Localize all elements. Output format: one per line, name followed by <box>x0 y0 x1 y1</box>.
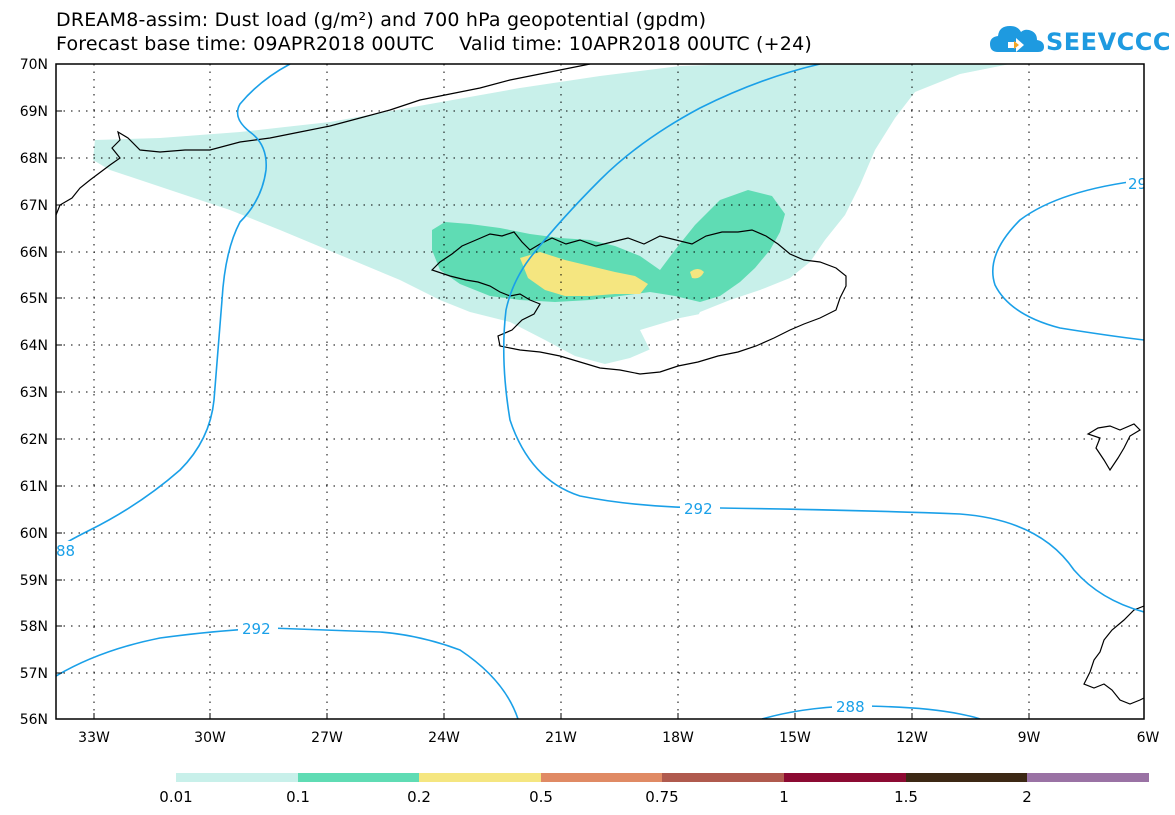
lat-label: 66N <box>20 245 48 261</box>
lon-label: 6W <box>1137 730 1160 746</box>
contour-label-288: 288 <box>836 698 865 716</box>
colorbar <box>176 773 1149 782</box>
colorbar-labels: 0.01 0.1 0.2 0.5 0.75 1 1.5 2 <box>159 788 1031 806</box>
map-subtitle: Forecast base time: 09APR2018 00UTC Vali… <box>56 33 812 55</box>
lon-label: 12W <box>896 730 928 746</box>
contour-label-292-a: 292 <box>684 500 713 518</box>
lon-label: 15W <box>779 730 811 746</box>
tick-marks <box>56 63 1145 720</box>
colorbar-label: 2 <box>1022 788 1032 806</box>
contour-label-29: 29 <box>1128 175 1147 193</box>
lat-label: 63N <box>20 385 48 401</box>
contour-labels: 292 292 288 88 29 <box>56 174 1147 716</box>
colorbar-swatch <box>906 773 1027 782</box>
dust-area-0.2 <box>520 252 648 296</box>
colorbar-swatch <box>541 773 662 782</box>
lat-label: 61N <box>20 479 48 495</box>
lon-label: 21W <box>545 730 577 746</box>
lat-label: 65N <box>20 291 48 307</box>
iceland-coast <box>430 229 847 375</box>
colorbar-label: 0.01 <box>159 788 192 806</box>
lon-label: 30W <box>194 730 226 746</box>
lon-label: 24W <box>428 730 460 746</box>
colorbar-label: 1.5 <box>894 788 918 806</box>
greenland-coast <box>56 64 591 216</box>
map-plot-area: 292 292 288 88 29 <box>56 64 1147 719</box>
lat-label: 56N <box>20 712 48 728</box>
colorbar-swatch <box>176 773 298 782</box>
lon-label: 9W <box>1018 730 1041 746</box>
lon-label: 18W <box>662 730 694 746</box>
cloud-icon <box>990 26 1044 52</box>
faroe-coast <box>1086 423 1141 472</box>
colorbar-label: 0.2 <box>407 788 431 806</box>
coastlines <box>56 64 1144 705</box>
contour-label-88: 88 <box>56 542 75 560</box>
dust-area-0.2-b <box>690 269 704 279</box>
colorbar-swatch <box>298 773 419 782</box>
colorbar-swatch <box>662 773 784 782</box>
colorbar-label: 0.1 <box>286 788 310 806</box>
lon-label: 33W <box>78 730 110 746</box>
lat-label: 57N <box>20 666 48 682</box>
latitude-labels: 70N 69N 68N 67N 66N 65N 64N 63N 62N 61N … <box>20 57 48 728</box>
colorbar-label: 0.5 <box>529 788 553 806</box>
colorbar-swatch <box>784 773 906 782</box>
longitude-labels: 33W 30W 27W 24W 21W 18W 15W 12W 9W 6W <box>78 730 1159 746</box>
lat-label: 67N <box>20 198 48 214</box>
map-title: DREAM8-assim: Dust load (g/m²) and 700 h… <box>56 9 707 31</box>
colorbar-swatch <box>419 773 541 782</box>
lat-label: 59N <box>20 573 48 589</box>
contour-north <box>56 64 291 551</box>
geopotential-contours <box>56 64 1144 719</box>
colorbar-swatch <box>1027 773 1149 782</box>
contour-east <box>991 179 1144 341</box>
dust-area-0.01 <box>93 64 1010 364</box>
scotland-coast <box>1083 605 1144 705</box>
lat-label: 60N <box>20 526 48 542</box>
logo-text: SEEVCCC <box>1046 28 1171 56</box>
seevccc-logo: SEEVCCC <box>988 18 1171 62</box>
lat-label: 58N <box>20 619 48 635</box>
contour-central <box>502 64 1144 613</box>
lat-label: 69N <box>20 104 48 120</box>
lat-label: 70N <box>20 57 48 73</box>
lat-label: 68N <box>20 151 48 167</box>
contour-south <box>56 627 519 719</box>
contour-label-292-b: 292 <box>242 620 271 638</box>
lat-label: 64N <box>20 338 48 354</box>
lat-label: 62N <box>20 432 48 448</box>
contour-288 <box>761 705 981 719</box>
colorbar-label: 1 <box>779 788 789 806</box>
lon-label: 27W <box>311 730 343 746</box>
colorbar-label: 0.75 <box>645 788 678 806</box>
